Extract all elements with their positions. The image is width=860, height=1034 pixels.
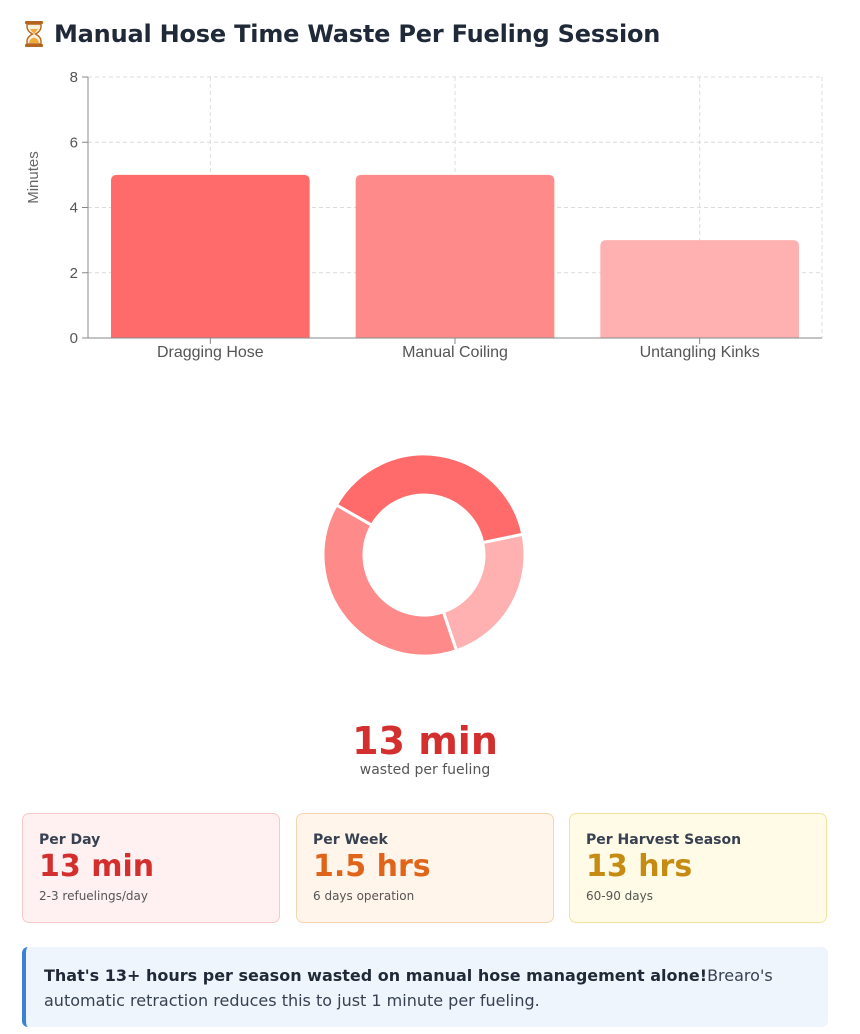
bar-chart: 0 2 4 6 8 Dragging Hose Manual Coiling Untangli… bbox=[25, 69, 823, 361]
bar bbox=[600, 240, 799, 338]
stat-card-label: Per Week bbox=[313, 832, 388, 848]
stat-card-value: 1.5 hrs bbox=[313, 849, 431, 884]
title-text: Manual Hose Time Waste Per Fueling Sessi… bbox=[54, 20, 661, 48]
bar bbox=[355, 174, 555, 338]
x-tick-label: Manual Coiling bbox=[402, 344, 508, 361]
stat-cards: Per Day 13 min 2-3 refuelings/day Per We… bbox=[22, 813, 828, 923]
info-callout: That's 13+ hours per season wasted on ma… bbox=[22, 947, 828, 1027]
stat-card-sub: 2-3 refuelings/day bbox=[39, 889, 148, 903]
stat-card-per-day: Per Day 13 min 2-3 refuelings/day bbox=[22, 813, 280, 923]
callout-strong-text: That's 13+ hours per season wasted on ma… bbox=[44, 966, 708, 985]
y-axis-title: Minutes bbox=[25, 151, 42, 204]
page-title: Manual Hose Time Waste Per Fueling Sessi… bbox=[22, 16, 660, 52]
total-value: 13 min bbox=[352, 719, 498, 763]
bar bbox=[111, 174, 310, 338]
y-tick-label: 8 bbox=[70, 69, 78, 86]
stat-card-sub: 60-90 days bbox=[586, 889, 654, 903]
stat-card-per-week: Per Week 1.5 hrs 6 days operation bbox=[296, 813, 554, 923]
x-tick-label: Dragging Hose bbox=[157, 344, 264, 361]
y-tick-label: 4 bbox=[70, 200, 78, 217]
total-summary: 13 min wasted per fueling bbox=[0, 718, 850, 778]
stat-card-label: Per Harvest Season bbox=[586, 832, 742, 848]
hourglass-icon bbox=[25, 21, 43, 47]
callout-text: Brearo's automatic retraction reduces th… bbox=[44, 966, 773, 1010]
stat-card-label: Per Day bbox=[39, 832, 101, 848]
donut-chart bbox=[321, 452, 527, 658]
stat-card-value: 13 min bbox=[39, 849, 155, 884]
y-tick-label: 6 bbox=[70, 134, 78, 151]
stat-card-per-season: Per Harvest Season 13 hrs 60-90 days bbox=[569, 813, 827, 923]
donut-slice bbox=[321, 502, 459, 658]
y-tick-label: 2 bbox=[70, 265, 78, 282]
donut-slice bbox=[334, 452, 525, 545]
stat-card-value: 13 hrs bbox=[586, 849, 693, 884]
y-tick-label: 0 bbox=[70, 330, 78, 347]
x-tick-label: Untangling Kinks bbox=[640, 344, 760, 361]
stat-card-sub: 6 days operation bbox=[313, 889, 415, 903]
donut-slice bbox=[441, 532, 527, 653]
total-label: wasted per fueling bbox=[359, 762, 491, 778]
